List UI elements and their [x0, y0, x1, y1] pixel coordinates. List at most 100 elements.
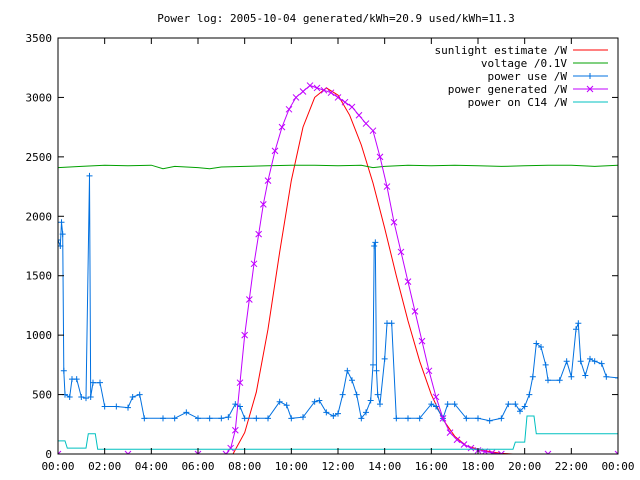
plus-marker — [475, 415, 481, 422]
plus-marker — [563, 358, 570, 365]
x-marker — [334, 94, 342, 101]
plus-marker — [141, 415, 148, 422]
x-tick-label: 14:00 — [368, 460, 401, 473]
series-group — [58, 172, 618, 424]
plus-marker — [349, 377, 355, 384]
plus-marker — [97, 379, 103, 386]
plus-marker — [358, 415, 365, 422]
plus-marker — [253, 415, 260, 422]
x-marker — [58, 450, 62, 454]
plus-marker — [370, 361, 376, 368]
plus-marker — [545, 377, 551, 384]
plus-marker — [587, 73, 593, 79]
legend-label: power use /W — [488, 70, 568, 83]
plus-marker — [538, 344, 544, 351]
plus-marker — [591, 358, 598, 365]
plus-marker — [529, 373, 536, 380]
plus-marker — [353, 391, 360, 398]
x-marker — [341, 98, 349, 106]
axes: 0 500 1000 1500 2000 2500 3000 3500 00:00 02:00 04… — [26, 32, 635, 473]
x-marker — [390, 218, 398, 226]
plus-marker — [90, 379, 96, 386]
plus-marker — [521, 403, 528, 410]
plus-marker — [300, 414, 306, 421]
series-line — [232, 87, 514, 454]
plus-marker — [533, 340, 540, 347]
plus-marker — [367, 397, 374, 404]
plus-marker — [183, 409, 190, 416]
plus-marker — [405, 415, 411, 422]
series-group — [58, 82, 618, 454]
x-marker — [467, 444, 475, 452]
y-tick-label: 1000 — [26, 329, 53, 342]
y-tick-label: 2000 — [26, 210, 53, 223]
x-marker — [271, 147, 279, 155]
x-marker — [292, 94, 300, 101]
plus-marker — [542, 361, 549, 368]
x-tick-label: 02:00 — [88, 460, 121, 473]
plus-marker — [416, 415, 423, 422]
x-tick-label: 20:00 — [508, 460, 541, 473]
legend-label: sunlight estimate /W — [435, 44, 568, 57]
x-tick-label: 22:00 — [555, 460, 588, 473]
plus-marker — [136, 391, 143, 398]
plus-marker — [206, 415, 213, 422]
x-marker — [285, 105, 293, 113]
plus-marker — [335, 410, 341, 417]
legend-label: voltage /0.1V — [481, 57, 567, 70]
x-tick-label: 12:00 — [321, 460, 354, 473]
x-marker — [306, 82, 314, 89]
plus-marker — [78, 393, 85, 400]
legend-label: power generated /W — [448, 83, 568, 96]
plus-marker — [276, 398, 283, 405]
x-marker — [397, 248, 405, 256]
plus-marker — [160, 415, 166, 422]
x-marker — [250, 260, 258, 268]
x-marker — [241, 331, 249, 339]
plus-marker — [195, 415, 201, 422]
plus-marker — [505, 401, 512, 408]
x-marker — [231, 426, 239, 434]
series-line — [58, 84, 618, 454]
plus-marker — [371, 243, 378, 249]
y-tick-label: 0 — [45, 448, 52, 461]
plot-area — [58, 82, 618, 454]
series-line — [58, 415, 618, 450]
plus-marker — [568, 373, 575, 380]
legend-label: power on C14 /W — [468, 96, 568, 109]
x-marker — [124, 450, 132, 454]
plus-marker — [573, 326, 579, 333]
x-marker — [439, 414, 447, 422]
y-tick-label: 3000 — [26, 91, 53, 104]
plus-marker — [363, 409, 369, 416]
x-marker — [259, 201, 267, 208]
x-marker — [236, 379, 244, 387]
x-marker — [497, 450, 505, 454]
plus-marker — [171, 415, 178, 422]
x-marker — [418, 337, 426, 345]
x-tick-label: 16:00 — [415, 460, 448, 473]
x-marker — [222, 450, 230, 454]
plus-marker — [330, 412, 337, 419]
plus-marker — [428, 401, 435, 408]
plus-marker — [587, 355, 593, 362]
plus-marker — [344, 367, 351, 374]
plus-marker — [615, 374, 618, 381]
x-marker — [544, 450, 552, 454]
x-tick-label: 08:00 — [228, 460, 261, 473]
plus-marker — [393, 415, 400, 422]
chart-title: Power log: 2005-10-04 generated/kWh=20.9… — [157, 12, 515, 25]
plus-marker — [381, 355, 388, 362]
plus-marker — [339, 391, 346, 398]
plus-marker — [486, 417, 493, 424]
x-marker — [411, 308, 419, 315]
x-marker — [460, 441, 468, 448]
plus-marker — [225, 414, 232, 421]
x-marker — [227, 444, 235, 452]
plus-marker — [372, 239, 379, 246]
plus-marker — [463, 415, 470, 422]
x-marker — [194, 450, 202, 454]
x-tick-label: 18:00 — [461, 460, 494, 473]
y-tick-label: 500 — [32, 389, 52, 402]
